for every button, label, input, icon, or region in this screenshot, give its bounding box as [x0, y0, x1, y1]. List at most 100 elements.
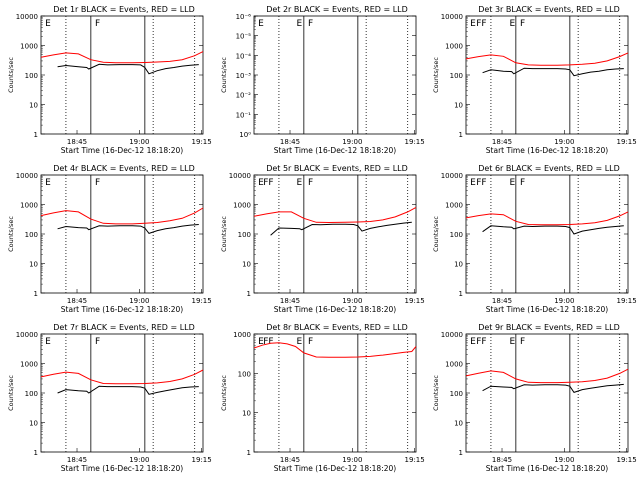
x-tick-label: 19:00 — [342, 456, 362, 464]
x-axis-label: Start Time (16-Dec-12 18:18:20) — [274, 146, 396, 155]
x-axis-label: Start Time (16-Dec-12 18:18:20) — [274, 464, 396, 473]
marker-label: E — [45, 19, 51, 29]
marker-label: F — [95, 337, 100, 347]
x-tick-label: 19:15 — [192, 297, 212, 305]
events-series-line — [482, 225, 624, 235]
y-axis-label: Counts/sec — [432, 216, 440, 252]
plot-frame — [40, 333, 204, 453]
plot-frame — [253, 333, 417, 453]
events-series-line — [482, 383, 624, 393]
panel-title: Det 1r BLACK = Events, RED = LLD — [53, 5, 195, 14]
marker-label: E — [296, 19, 302, 29]
events-series-line — [482, 67, 624, 77]
y-tick-label: 1000 — [20, 43, 38, 51]
y-tick-label: 100 — [238, 370, 251, 378]
y-tick-label: 10⁻² — [236, 92, 252, 100]
y-tick-label: 1 — [247, 290, 251, 298]
x-tick-label: 19:15 — [617, 456, 637, 464]
marker-label: E — [296, 337, 302, 347]
y-tick-label: 100 — [450, 231, 463, 239]
y-axis-label: Counts/sec — [432, 57, 440, 93]
marker-label: F — [308, 178, 313, 188]
x-tick-label: 19:15 — [405, 138, 425, 146]
panel-1: Det 1r BLACK = Events, RED = LLD 1 10 100 10… — [7, 5, 302, 155]
x-tick-label: 19:00 — [129, 456, 149, 464]
y-tick-label: 1 — [459, 131, 463, 139]
y-tick-label: 10000 — [16, 172, 38, 180]
plot-frame — [40, 174, 204, 294]
y-tick-label: 10000 — [441, 331, 463, 339]
x-tick-label: 19:00 — [129, 297, 149, 305]
y-axis-label: Counts/sec — [432, 375, 440, 411]
lld-series-line — [465, 368, 629, 384]
y-tick-label: 100 — [25, 390, 38, 398]
events-series-line — [57, 385, 199, 395]
y-tick-label: 1 — [34, 290, 38, 298]
y-tick-label: 100 — [450, 390, 463, 398]
y-tick-label: 100 — [25, 72, 38, 80]
plot-frame — [40, 15, 204, 135]
x-tick-label: 19:15 — [192, 456, 212, 464]
y-tick-label: 10⁰ — [239, 131, 251, 139]
y-tick-label: 10000 — [229, 172, 251, 180]
x-tick-label: 18:45 — [492, 456, 512, 464]
plot-frame — [465, 15, 629, 135]
y-tick-label: 1000 — [445, 43, 463, 51]
lld-series-line — [253, 206, 417, 224]
x-axis-label: Start Time (16-Dec-12 18:18:20) — [486, 464, 608, 473]
lld-series-line — [253, 342, 417, 358]
panel-2: Det 2r BLACK = Events, RED = LLD 10⁰ 10⁻¹ 1… — [220, 5, 515, 155]
y-tick-label: 10 — [29, 102, 38, 110]
lld-series-line — [40, 369, 204, 385]
x-tick-label: 18:45 — [67, 456, 87, 464]
marker-label: FF — [476, 178, 486, 188]
y-tick-label: 100 — [238, 231, 251, 239]
plot-frame — [253, 15, 417, 135]
x-tick-label: 19:00 — [554, 297, 574, 305]
lld-series-line — [465, 211, 629, 226]
y-tick-label: 10 — [29, 261, 38, 269]
y-tick-label: 1000 — [445, 202, 463, 210]
marker-label: F — [520, 19, 525, 29]
y-tick-label: 100 — [25, 231, 38, 239]
lld-series-line — [465, 52, 629, 66]
x-axis-label: Start Time (16-Dec-12 18:18:20) — [61, 146, 183, 155]
plot-frame — [253, 174, 417, 294]
y-tick-label: 1000 — [233, 331, 251, 339]
y-axis-label: Counts/sec — [7, 216, 15, 252]
y-tick-label: 1000 — [20, 202, 38, 210]
marker-label: E — [509, 19, 515, 29]
x-tick-label: 19:00 — [554, 456, 574, 464]
y-tick-label: 10 — [454, 261, 463, 269]
y-tick-label: 1 — [34, 131, 38, 139]
panel-title: Det 9r BLACK = Events, RED = LLD — [478, 323, 620, 332]
y-tick-label: 100 — [450, 72, 463, 80]
panel-8: Det 8r BLACK = Events, RED = LLD 1 10 100 10… — [220, 323, 515, 473]
x-axis-label: Start Time (16-Dec-12 18:18:20) — [486, 305, 608, 314]
panel-3: Det 3r BLACK = Events, RED = LLD 1 10 100 10… — [432, 5, 637, 155]
panel-title: Det 8r BLACK = Events, RED = LLD — [266, 323, 408, 332]
y-tick-label: 10 — [242, 410, 251, 418]
marker-label: E — [296, 178, 302, 188]
lld-series-line — [40, 51, 204, 64]
y-tick-label: 10000 — [16, 331, 38, 339]
events-series-line — [57, 224, 199, 234]
y-tick-label: 10⁻⁴ — [236, 52, 252, 60]
marker-label: E — [258, 337, 264, 347]
marker-label: E — [45, 178, 51, 188]
y-tick-label: 10000 — [441, 172, 463, 180]
panel-title: Det 5r BLACK = Events, RED = LLD — [266, 164, 408, 173]
x-axis-label: Start Time (16-Dec-12 18:18:20) — [274, 305, 396, 314]
panel-title: Det 4r BLACK = Events, RED = LLD — [53, 164, 195, 173]
y-tick-label: 10⁻⁵ — [236, 33, 252, 41]
panel-7: Det 7r BLACK = Events, RED = LLD 1 10 100 10… — [7, 323, 302, 473]
x-tick-label: 18:45 — [67, 297, 87, 305]
marker-label: F — [95, 178, 100, 188]
y-tick-label: 10000 — [441, 13, 463, 21]
x-tick-label: 19:15 — [192, 138, 212, 146]
panel-4: Det 4r BLACK = Events, RED = LLD 1 10 100 10… — [7, 164, 302, 314]
x-tick-label: 19:00 — [342, 297, 362, 305]
x-tick-label: 18:45 — [280, 297, 300, 305]
marker-label: F — [520, 337, 525, 347]
marker-label: F — [308, 19, 313, 29]
